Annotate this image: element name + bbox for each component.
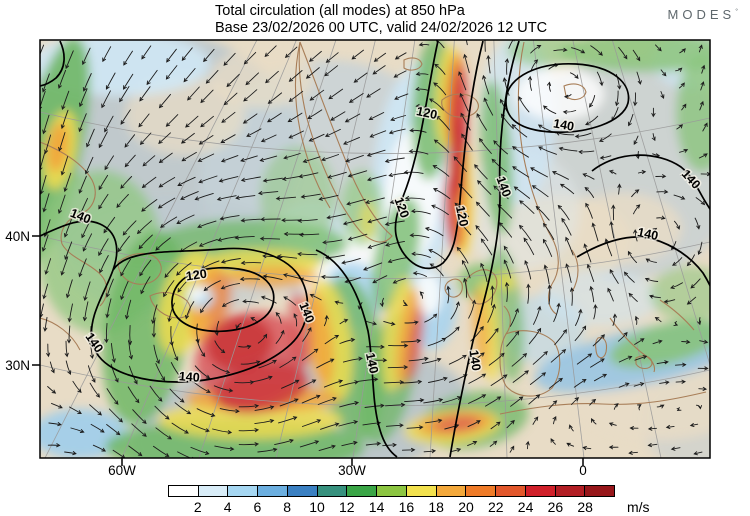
colorbar-cell	[406, 486, 437, 496]
colorbar-tick-value: 16	[398, 499, 415, 515]
colorbar-tick-value: 18	[428, 499, 444, 515]
colorbar-tick-value: 12	[339, 499, 355, 515]
colorbar-cell	[436, 486, 467, 496]
x-tick-label: 60W	[108, 463, 136, 478]
y-tick-label: 30N	[5, 358, 30, 373]
map-frame	[39, 39, 711, 459]
colorbar-tick-value: 14	[368, 499, 385, 515]
colorbar-tick-value: 6	[253, 499, 262, 515]
colorbar-cell	[228, 486, 259, 496]
svg-text:120: 120	[453, 205, 471, 228]
axis-ticks	[32, 235, 584, 466]
colorbar-tick-value: 2	[193, 499, 202, 515]
chart-title: Total circulation (all modes) at 850 hPa	[215, 3, 465, 19]
colorbar-cell	[198, 486, 229, 496]
colorbar-tick-value: 28	[577, 499, 593, 515]
colorbar-cell	[525, 486, 556, 496]
colorbar-cell	[258, 486, 288, 496]
colorbar-cell	[347, 486, 378, 496]
modes-logo: MODES°	[668, 7, 738, 22]
colorbar-tick-value: 24	[517, 499, 534, 515]
svg-text:120: 120	[415, 104, 438, 122]
y-tick-label: 40N	[5, 229, 30, 244]
colorbar-cell	[496, 486, 526, 496]
chart-title-block: Total circulation (all modes) at 850 hPa…	[215, 3, 547, 37]
colorbar-cell	[466, 486, 497, 496]
svg-text:140: 140	[636, 225, 659, 243]
colorbar-cell	[555, 486, 586, 496]
colorbar-cell	[585, 486, 615, 496]
coastlines	[40, 41, 707, 415]
colorbar-tick-value: 8	[283, 499, 292, 515]
colorbar-cell	[317, 486, 348, 496]
colorbar	[168, 485, 615, 497]
svg-text:140: 140	[467, 349, 484, 372]
x-tick-label: 0	[579, 463, 587, 478]
wind-vector-arrows	[40, 40, 710, 458]
circulation-contours	[40, 40, 710, 458]
colorbar-cell	[287, 486, 318, 496]
colorbar-tick-value: 20	[458, 499, 474, 515]
colorbar-cell	[377, 486, 407, 496]
svg-text:140: 140	[552, 116, 575, 133]
colorbar-units: m/s	[627, 499, 650, 515]
colorbar-tick-value: 22	[488, 499, 504, 515]
modes-logo-text: MODES	[667, 7, 736, 22]
colorbar-tick-value: 26	[547, 499, 564, 515]
colorbar-cell	[169, 486, 199, 496]
chart-subtitle: Base 23/02/2026 00 UTC, valid 24/02/2026…	[215, 20, 548, 36]
svg-text:140: 140	[178, 369, 200, 384]
svg-text:140: 140	[363, 352, 381, 375]
svg-text:140: 140	[494, 174, 514, 198]
modes-logo-mark: °	[735, 8, 738, 16]
colorbar-tick-value: 10	[309, 499, 325, 515]
colorbar-tick-value: 4	[223, 499, 232, 515]
x-tick-label: 30W	[338, 463, 366, 478]
svg-text:120: 120	[185, 267, 208, 284]
